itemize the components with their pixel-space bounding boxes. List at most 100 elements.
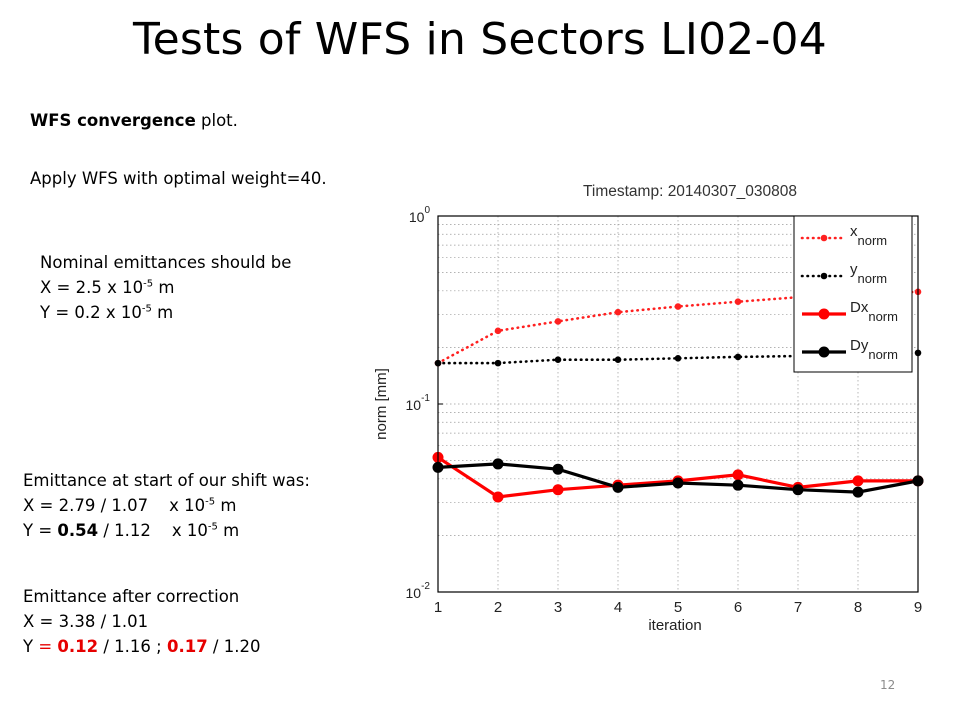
- x-tick-label: 9: [914, 599, 922, 616]
- y-tick-exp: -2: [421, 581, 430, 592]
- legend-label-sub: norm: [858, 271, 888, 286]
- legend-label-sub: norm: [858, 233, 888, 248]
- series-point-dy: [612, 481, 624, 493]
- series-point-x: [494, 327, 502, 335]
- nominal-y: Y = 0.2 x 10-5 m: [40, 300, 291, 325]
- y-tick-base: 10: [406, 397, 422, 413]
- series-point-dy: [492, 458, 504, 470]
- nominal-x-unit: m: [153, 278, 175, 297]
- series-point-dx: [732, 469, 744, 481]
- legend-label: ynorm: [850, 261, 887, 286]
- after-heading: Emittance after correction: [23, 587, 240, 606]
- nominal-y-unit: m: [151, 303, 174, 322]
- chart-title: Timestamp: 20140307_030808: [583, 183, 797, 200]
- y-tick-exp: 0: [424, 205, 430, 216]
- y-axis-label: norm [mm]: [373, 368, 390, 440]
- y-tick-base: 10: [406, 585, 422, 601]
- series-point-dy: [792, 484, 804, 496]
- start-y-lead: Y =: [23, 521, 58, 540]
- intro-line-2: Apply WFS with optimal weight=40.: [30, 169, 327, 188]
- series-point-dx: [852, 475, 864, 487]
- start-y-bold: 0.54: [57, 521, 99, 540]
- start-block: Emittance at start of our shift was: X =…: [23, 468, 310, 543]
- x-tick-label: 1: [434, 599, 442, 616]
- legend-label-main: x: [850, 223, 858, 240]
- intro-bold: WFS convergence: [30, 111, 196, 130]
- legend-label-main: y: [850, 261, 858, 278]
- nominal-block: Nominal emittances should be X = 2.5 x 1…: [40, 250, 291, 325]
- nominal-y-exp: -5: [141, 303, 152, 315]
- series-point-dy: [672, 477, 684, 489]
- start-y: Y = 0.54 / 1.12 x 10-5 m: [23, 518, 310, 543]
- legend-label-main: Dx: [850, 299, 869, 316]
- x-tick-label: 8: [854, 599, 862, 616]
- after-y-lead: Y: [23, 637, 39, 656]
- start-x-exp: -5: [205, 496, 216, 508]
- nominal-heading: Nominal emittances should be: [40, 253, 292, 272]
- y-tick-label: 10-2: [406, 581, 431, 601]
- x-tick-label: 4: [614, 599, 622, 616]
- x-tick-label: 3: [554, 599, 562, 616]
- legend-marker: [820, 272, 828, 280]
- after-y-eq: =: [38, 637, 58, 656]
- after-y-value-2: 0.17: [166, 637, 208, 656]
- after-y-mid: / 1.16 ;: [98, 637, 167, 656]
- series-point-dx: [552, 484, 564, 496]
- start-y-exp: -5: [207, 521, 218, 533]
- legend-marker: [818, 308, 830, 320]
- start-x: X = 2.79 / 1.07 x 10-5 m: [23, 493, 310, 518]
- after-y: Y = 0.12 / 1.16 ; 0.17 / 1.20: [23, 634, 260, 659]
- series-point-dy: [552, 463, 564, 475]
- legend-marker: [818, 346, 830, 358]
- series-point-y: [674, 355, 682, 362]
- series-point-y: [734, 353, 742, 361]
- legend-label-main: Dy: [850, 337, 869, 354]
- page-number: 12: [880, 678, 896, 692]
- intro-rest: plot.: [195, 111, 238, 130]
- start-heading: Emittance at start of our shift was:: [23, 471, 310, 490]
- series-point-y: [494, 359, 502, 367]
- legend-label: Dynorm: [850, 337, 898, 362]
- after-y-value-1: 0.12: [57, 637, 99, 656]
- after-y-end: / 1.20: [207, 637, 261, 656]
- nominal-y-text: Y = 0.2 x 10: [40, 303, 142, 322]
- legend-label-sub: norm: [868, 309, 898, 324]
- x-tick-label: 5: [674, 599, 682, 616]
- start-x-unit: m: [215, 496, 237, 515]
- nominal-x-text: X = 2.5 x 10: [40, 278, 144, 297]
- start-y-unit: m: [217, 521, 240, 540]
- series-point-x: [674, 303, 682, 310]
- after-block: Emittance after correction X = 3.38 / 1.…: [23, 584, 260, 659]
- x-tick-labels: 1 2 3 4 5 6 7 8 9: [434, 599, 922, 616]
- start-y-rest: / 1.12 x 10: [98, 521, 208, 540]
- start-x-text: X = 2.79 / 1.07 x 10: [23, 496, 206, 515]
- x-axis-label: iteration: [648, 617, 701, 634]
- slide-title: Tests of WFS in Sectors LI02-04: [133, 14, 827, 65]
- legend-box: [793, 215, 913, 373]
- legend-label: Dxnorm: [850, 299, 898, 324]
- series-line-x: [436, 290, 920, 365]
- y-tick-exp: -1: [421, 393, 430, 404]
- intro-line-1: WFS convergence plot.: [30, 108, 238, 133]
- x-tick-label: 2: [494, 599, 502, 616]
- nominal-x-exp: -5: [143, 278, 154, 290]
- x-tick-label: 6: [734, 599, 742, 616]
- legend-label: xnorm: [850, 223, 887, 248]
- series-point-y: [554, 356, 562, 364]
- series-point-x: [554, 318, 562, 325]
- y-tick-base: 10: [409, 209, 425, 225]
- legend-marker: [820, 234, 828, 242]
- series-point-x: [734, 298, 742, 306]
- series-point-dy: [852, 486, 864, 498]
- series-point-dy: [732, 479, 744, 491]
- after-x: X = 3.38 / 1.01: [23, 612, 149, 631]
- y-tick-label: 10-1: [406, 393, 431, 413]
- series-point-y: [614, 356, 622, 364]
- series-point-dx: [492, 491, 504, 503]
- legend-label-sub: norm: [868, 347, 898, 362]
- series-point-x: [614, 308, 622, 316]
- y-tick-label: 100: [409, 205, 431, 225]
